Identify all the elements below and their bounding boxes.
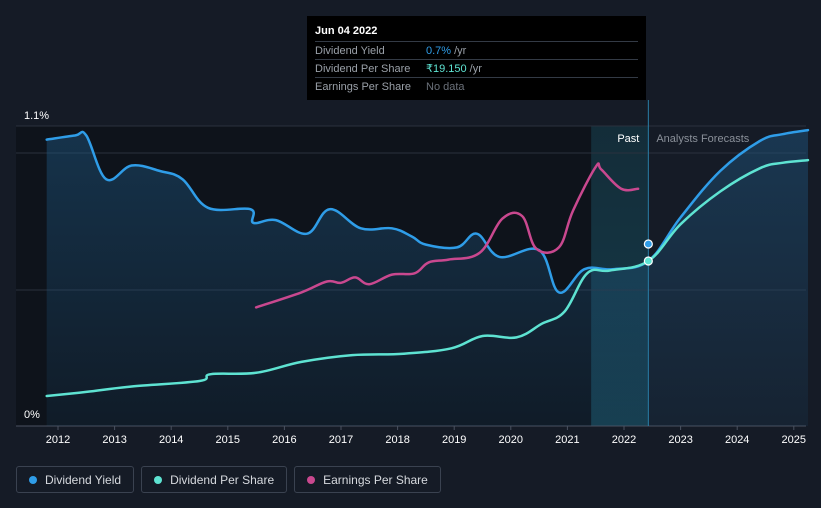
series-lines <box>45 128 810 398</box>
tooltip-unit: /yr <box>454 44 467 57</box>
tooltip-date: Jun 04 2022 <box>315 25 378 37</box>
tooltip-value: ₹19.150 <box>426 63 467 75</box>
x-tick-label: 2024 <box>725 434 749 446</box>
past-label: Past <box>617 133 639 145</box>
dividend-per-share-marker <box>643 256 653 266</box>
x-tick-label: 2013 <box>102 434 126 446</box>
earnings-per-share-dot-icon <box>307 475 316 484</box>
y-tick-top: 1.1% <box>24 110 49 122</box>
x-tick-label: 2023 <box>668 434 692 446</box>
x-tick-label: 2018 <box>385 434 409 446</box>
x-tick-label: 2017 <box>329 434 353 446</box>
legend-earnings-per-share[interactable]: Earnings Per Share <box>294 466 441 493</box>
dividend-yield-dot-icon <box>29 475 37 484</box>
x-axis: 2012 2013 2014 2015 2016 2017 2018 2019 2020 2021… <box>46 426 806 446</box>
y-tick-bottom: 0% <box>24 409 40 421</box>
tooltip-row-yield: Dividend Yield 0.7% /yr <box>315 41 638 59</box>
legend-label: Earnings Per Share <box>323 472 428 487</box>
legend-label: Dividend Per Share <box>170 472 275 487</box>
dividend-yield-marker <box>643 239 653 249</box>
legend-dividend-per-share[interactable]: Dividend Per Share <box>141 466 288 493</box>
dividend-yield-area <box>46 130 808 426</box>
x-tick-label: 2021 <box>555 434 579 446</box>
tooltip: Jun 04 2022 Dividend Yield 0.7% /yr Divi… <box>307 16 646 100</box>
x-tick-label: 2025 <box>782 434 806 446</box>
x-tick-label: 2016 <box>272 434 296 446</box>
dividend-per-share-line <box>45 158 810 398</box>
legend-label: Dividend Yield <box>45 472 122 487</box>
tooltip-unit: /yr <box>469 62 482 75</box>
legend-dividend-yield[interactable]: Dividend Yield <box>16 466 135 493</box>
tooltip-row-dps: Dividend Per Share ₹19.150 /yr <box>315 59 638 77</box>
tooltip-label: Dividend Per Share <box>315 62 411 75</box>
x-tick-label: 2022 <box>612 434 636 446</box>
x-tick-label: 2012 <box>46 434 70 446</box>
x-tick-label: 2020 <box>499 434 523 446</box>
forecast-label: Analysts Forecasts <box>656 133 749 145</box>
tooltip-value: No data <box>426 80 465 93</box>
earnings-per-share-line <box>254 162 640 309</box>
tooltip-value: 0.7% <box>426 44 452 57</box>
x-tick-label: 2015 <box>216 434 240 446</box>
legend: Dividend Yield Dividend Per Share Earnin… <box>16 466 441 493</box>
tooltip-row-eps: Earnings Per Share No data <box>315 77 638 95</box>
dividend-per-share-dot-icon <box>154 475 163 484</box>
tooltip-label: Earnings Per Share <box>315 80 411 93</box>
x-tick-label: 2014 <box>159 434 183 446</box>
tooltip-label: Dividend Yield <box>315 44 385 57</box>
x-tick-label: 2019 <box>442 434 466 446</box>
